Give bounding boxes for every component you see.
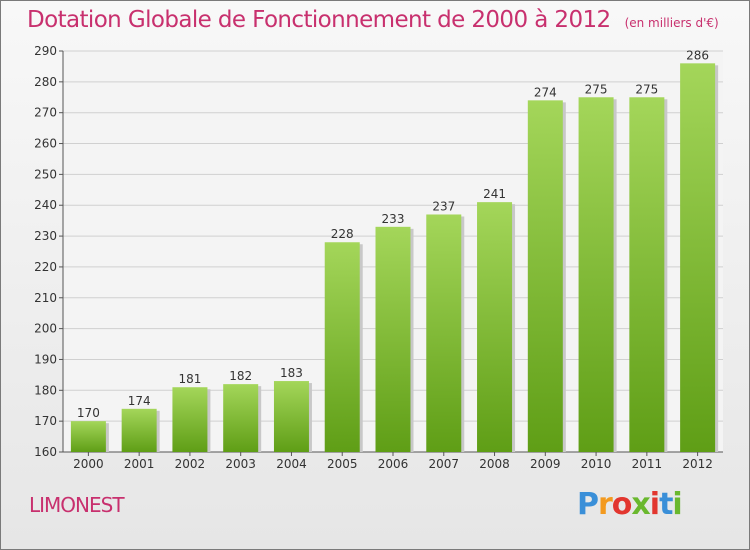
bar: [680, 63, 716, 452]
x-tick-label: 2005: [327, 457, 358, 471]
logo-letter: x: [631, 487, 650, 522]
bar: [629, 97, 665, 453]
y-tick-label: 200: [34, 322, 57, 336]
y-tick-label: 220: [34, 260, 57, 274]
logo-letter: o: [611, 487, 633, 522]
bar-value-label: 233: [382, 212, 405, 226]
bar-value-label: 286: [686, 48, 709, 62]
x-tick-label: 2006: [378, 457, 409, 471]
y-tick-label: 250: [34, 167, 57, 181]
bar: [426, 214, 462, 452]
y-tick-label: 180: [34, 383, 57, 397]
bar-value-label: 183: [280, 366, 303, 380]
bar-value-label: 275: [635, 82, 658, 96]
y-tick-label: 280: [34, 75, 57, 89]
x-tick-label: 2011: [632, 457, 663, 471]
bar-value-label: 181: [178, 372, 201, 386]
bar: [578, 97, 614, 453]
bar: [273, 381, 309, 452]
bar: [121, 408, 157, 452]
bar: [70, 421, 106, 452]
y-tick-label: 230: [34, 229, 57, 243]
chart-title: Dotation Globale de Fonctionnement de 20…: [27, 7, 719, 33]
bar-value-label: 237: [432, 199, 455, 213]
town-name: LIMONEST: [29, 493, 125, 517]
logo-letter: i: [649, 487, 660, 522]
logo-letter: P: [577, 487, 599, 522]
bar-value-label: 275: [585, 82, 608, 96]
x-tick-label: 2012: [682, 457, 713, 471]
bar: [375, 226, 411, 452]
y-tick-label: 170: [34, 414, 57, 428]
x-tick-label: 2000: [73, 457, 104, 471]
y-tick-label: 290: [34, 44, 57, 58]
bar-value-label: 170: [77, 406, 100, 420]
chart-subtitle: (en milliers d'€): [624, 16, 719, 30]
logo-letter: t: [659, 487, 673, 522]
logo-letter: i: [672, 487, 682, 522]
x-tick-label: 2002: [175, 457, 206, 471]
x-tick-label: 2008: [479, 457, 510, 471]
x-tick-label: 2003: [225, 457, 256, 471]
bar: [477, 202, 513, 452]
x-tick-label: 2004: [276, 457, 307, 471]
bar: [324, 242, 360, 452]
proxiti-logo: Proxiti: [577, 487, 683, 522]
y-tick-label: 210: [34, 291, 57, 305]
x-tick-label: 2010: [581, 457, 612, 471]
bar-value-label: 241: [483, 187, 506, 201]
bar-value-label: 274: [534, 85, 557, 99]
x-tick-label: 2001: [124, 457, 155, 471]
bar: [172, 387, 208, 452]
y-tick-label: 190: [34, 352, 57, 366]
bar: [527, 100, 563, 452]
bar-value-label: 182: [229, 369, 252, 383]
logo-letter: r: [598, 487, 613, 522]
bar: [223, 384, 259, 452]
bar-value-label: 174: [128, 394, 151, 408]
y-tick-label: 240: [34, 198, 57, 212]
y-tick-label: 270: [34, 106, 57, 120]
y-tick-label: 160: [34, 445, 57, 459]
x-tick-label: 2009: [530, 457, 561, 471]
x-tick-label: 2007: [428, 457, 459, 471]
y-tick-label: 260: [34, 137, 57, 151]
bar-value-label: 228: [331, 227, 354, 241]
chart-title-text: Dotation Globale de Fonctionnement de 20…: [27, 7, 611, 33]
